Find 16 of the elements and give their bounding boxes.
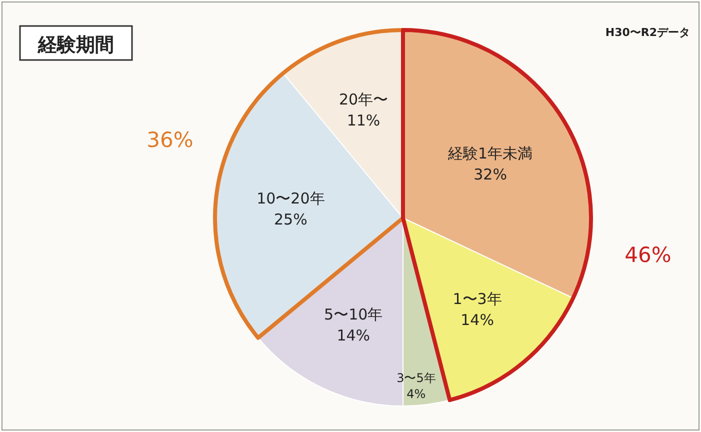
- slice-label: 経験1年未満: [447, 144, 533, 163]
- slice-label: 5〜10年: [324, 305, 383, 324]
- slice-label: 20年〜: [338, 90, 388, 108]
- text: H30〜R2データ: [605, 26, 690, 39]
- chart-title: 経験期間: [37, 34, 114, 56]
- data-label: 25%: [274, 210, 308, 228]
- data-label: 14%: [460, 310, 494, 329]
- data-label: 4%: [406, 386, 426, 401]
- text: 36%: [146, 128, 194, 152]
- text: 46%: [624, 243, 672, 267]
- data-label: 32%: [474, 166, 507, 184]
- data-label: 11%: [346, 111, 380, 130]
- slice-label: 3〜5年: [396, 370, 436, 385]
- data-label: 14%: [336, 326, 370, 344]
- slice-label: 1〜3年: [452, 290, 502, 308]
- slice-label: 10〜20年: [256, 189, 325, 208]
